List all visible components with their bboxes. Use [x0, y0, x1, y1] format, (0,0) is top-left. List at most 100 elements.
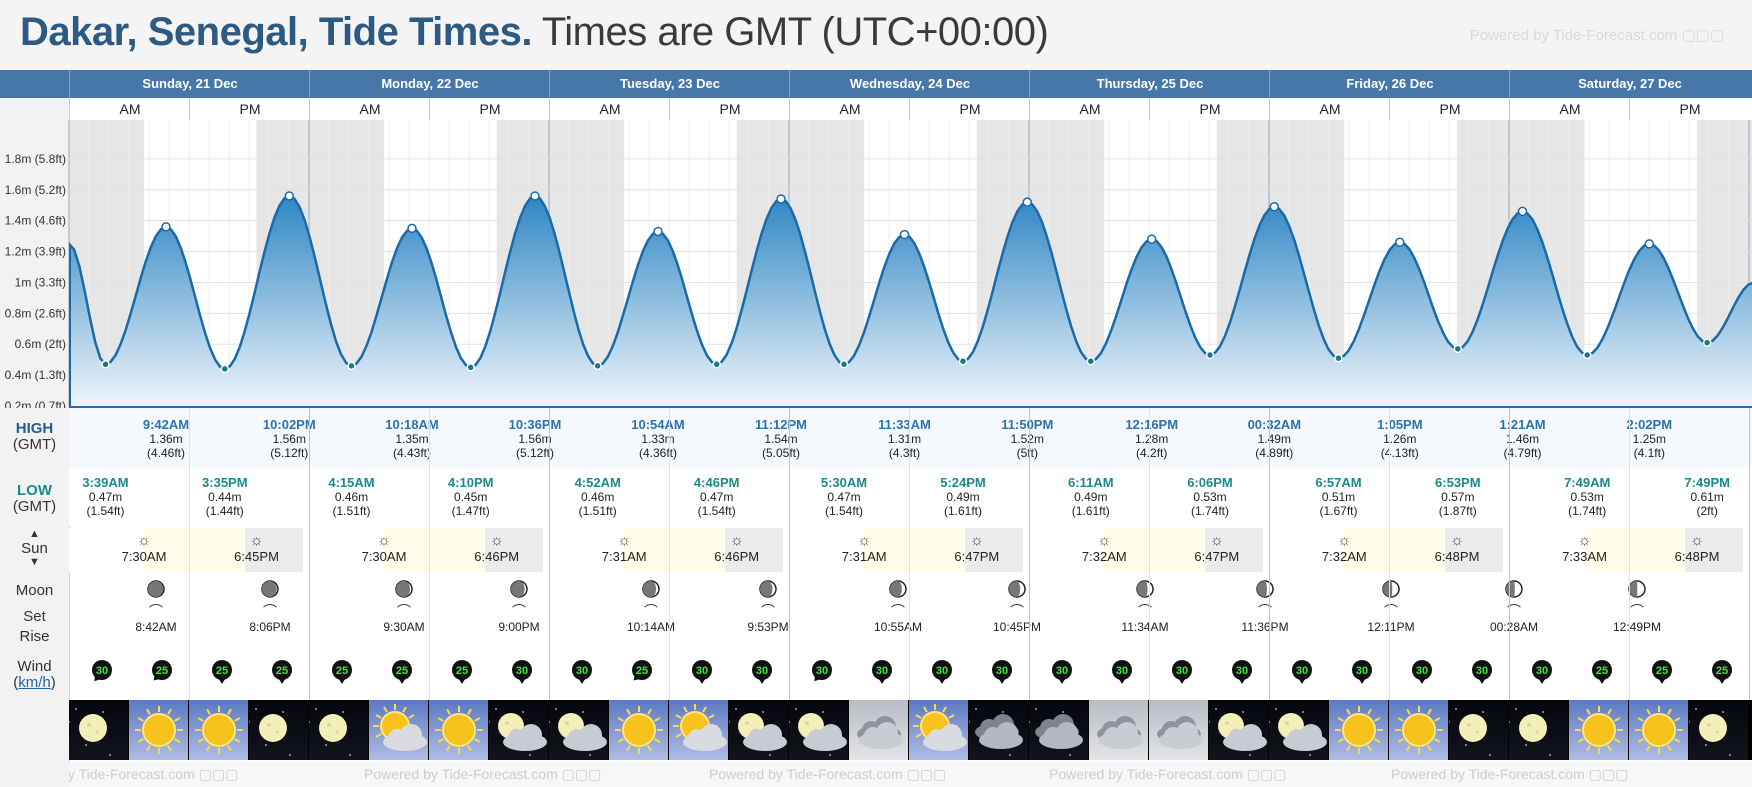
high-tide-point[interactable] — [1022, 197, 1033, 207]
high-tide-point[interactable] — [161, 222, 171, 232]
moon-phase-icon — [1256, 580, 1274, 598]
low-tide-point[interactable] — [1453, 344, 1463, 354]
low-tide-entry[interactable]: 6:06PM 0.53m (1.74ft) — [1175, 476, 1245, 519]
tide-time: 11:33AM — [878, 417, 931, 432]
high-tide-point[interactable] — [1395, 237, 1405, 248]
high-tide-entry[interactable]: 9:42AM 1.36m (4.46ft) — [131, 418, 201, 461]
tide-chart: 0.2m (0.7ft) 0.4m (1.3ft) 0.6m (2ft) 0.8m (… — [5, 120, 1752, 408]
low-tide-entry[interactable]: 6:57AM 0.51m (1.67ft) — [1304, 476, 1374, 519]
low-tide-entry[interactable]: 4:15AM 0.46m (1.51ft) — [317, 476, 387, 519]
low-tide-entry[interactable]: 6:11AM 0.49m (1.61ft) — [1056, 476, 1126, 519]
sun-time: 7:30AM — [121, 549, 167, 564]
moon-clear-icon — [68, 708, 111, 756]
high-tide-entry[interactable]: 10:18AM 1.35m (4.43ft) — [377, 418, 447, 461]
low-tide-entry[interactable]: 4:10PM 0.45m (1.47ft) — [436, 476, 506, 519]
high-tide-entry[interactable]: 11:50PM 1.52m (5ft) — [992, 418, 1062, 461]
high-tide-point[interactable] — [284, 191, 295, 201]
low-tide-point[interactable] — [1086, 356, 1096, 366]
svg-text:25: 25 — [1596, 665, 1608, 677]
weather-cell — [129, 700, 188, 760]
tide-height-ft: (4.3ft) — [888, 446, 921, 460]
powered-by-watermark[interactable]: Powered by Tide-Forecast.com ▢▢▢ — [1469, 27, 1724, 44]
sun-icon — [195, 706, 243, 754]
low-tide-point[interactable] — [1702, 338, 1712, 347]
low-tide-point[interactable] — [839, 360, 849, 369]
sun-time: 7:30AM — [361, 549, 407, 564]
tide-height-ft: (1.51ft) — [578, 504, 617, 518]
high-tide-entry[interactable]: 10:54AM 1.33m (4.36ft) — [623, 418, 693, 461]
high-tide-entry[interactable]: 1:21AM 1.46m (4.79ft) — [1488, 418, 1558, 461]
high-tide-point[interactable] — [1269, 202, 1280, 212]
wind-entry: 30 — [87, 658, 117, 698]
svg-text:25: 25 — [156, 665, 168, 677]
low-tide-point[interactable] — [593, 361, 602, 371]
low-tide-entry[interactable]: 4:46PM 0.47m (1.54ft) — [682, 476, 752, 519]
tide-height-m: 0.51m — [1321, 490, 1356, 504]
moon-phase-icon — [261, 580, 279, 598]
low-tide-entry[interactable]: 5:24PM 0.49m (1.61ft) — [928, 476, 998, 519]
high-tide-point[interactable] — [530, 191, 540, 201]
pm-label: PM — [189, 98, 310, 120]
sunrise-entry: ☼ 7:33AM — [1555, 532, 1615, 564]
moon-cloud-icon — [728, 708, 787, 756]
wind-arrow-icon: 25 — [1592, 660, 1612, 684]
low-tide-entry[interactable]: 7:49PM 0.61m (2ft) — [1672, 476, 1742, 519]
sunrise-entry: ☼ 7:30AM — [354, 532, 414, 564]
high-tide-entry[interactable]: 12:16PM 1.28m (4.2ft) — [1117, 418, 1187, 461]
wind-unit-link[interactable]: km/h — [18, 674, 51, 691]
low-tide-point[interactable] — [1582, 350, 1592, 360]
high-tide-entry[interactable]: 11:12PM 1.54m (5.05ft) — [746, 418, 816, 461]
moon-cloud-icon — [548, 708, 607, 756]
tide-height-m: 1.28m — [1135, 432, 1169, 446]
wind-arrow-icon: 30 — [572, 660, 592, 684]
moon-time: 12:11PM — [1367, 620, 1415, 634]
low-tide-point[interactable] — [712, 360, 721, 369]
high-tide-entry[interactable]: 00:32AM 1.49m (4.89ft) — [1239, 418, 1309, 461]
low-tide-point[interactable] — [958, 356, 968, 366]
low-tide-point[interactable] — [347, 361, 356, 371]
low-tide-point[interactable] — [1205, 350, 1215, 360]
weather-cell — [308, 700, 368, 760]
low-tide-entry[interactable]: 5:30AM 0.47m (1.54ft) — [809, 476, 879, 519]
high-tide-entry[interactable]: 10:36PM 1.56m (5.12ft) — [500, 418, 570, 461]
high-tide-entry[interactable]: 10:02PM 1.56m (5.12ft) — [254, 418, 324, 461]
high-tide-point[interactable] — [899, 229, 910, 240]
wind-entry: 25 — [387, 658, 417, 698]
low-tide-entry[interactable]: 6:53PM 0.57m (1.87ft) — [1423, 476, 1493, 519]
wind-arrow-icon: 25 — [332, 660, 352, 684]
high-tide-point[interactable] — [653, 226, 663, 237]
low-tide-point[interactable] — [220, 364, 230, 374]
row-labels-column: HIGH (GMT) LOW (GMT) ▲ Sun ▼ Moon Set Ri… — [0, 70, 70, 787]
low-tide-point[interactable] — [466, 363, 475, 372]
high-tide-entry[interactable]: 1:05PM 1.26m (4.13ft) — [1365, 418, 1435, 461]
low-tide-point[interactable] — [1334, 353, 1343, 363]
moonset-icon: ⌒ — [891, 603, 905, 619]
sun-time: 7:31AM — [601, 549, 647, 564]
low-tide-entry[interactable]: 7:49AM 0.53m (1.74ft) — [1552, 476, 1622, 519]
tide-height-ft: (1.61ft) — [943, 504, 982, 518]
sun-time: 7:33AM — [1562, 549, 1607, 564]
wind-label: Wind — [17, 658, 52, 675]
footer-powered-by: Powered by Tide-Forecast.com ▢▢▢ — [1049, 766, 1287, 782]
high-tide-point[interactable] — [407, 223, 417, 234]
weather-cell — [669, 700, 728, 760]
day-header-bar: Sunday, 21 Dec Monday, 22 Dec Tuesday, 23 … — [0, 70, 1752, 98]
am-label: AM — [69, 98, 190, 120]
sunset-shade — [1685, 528, 1743, 572]
low-tide-entry[interactable]: 3:39AM 0.47m (1.54ft) — [71, 476, 141, 519]
tide-height-ft: (4.89ft) — [1255, 446, 1294, 460]
high-tide-entry[interactable]: 2:02PM 1.25m (4.1ft) — [1614, 418, 1684, 461]
high-tide-point[interactable] — [1517, 206, 1528, 217]
wind-entry: 25 — [327, 658, 357, 698]
high-tide-point[interactable] — [1644, 239, 1655, 249]
wind-arrow-icon: 30 — [92, 660, 112, 682]
low-tide-point[interactable] — [101, 360, 110, 369]
high-tide-point[interactable] — [776, 194, 786, 204]
low-tide-entry[interactable]: 3:35PM 0.44m (1.44ft) — [190, 476, 260, 519]
high-tide-entry[interactable]: 11:33AM 1.31m (4.3ft) — [870, 417, 940, 461]
tide-height-ft: (1.54ft) — [824, 504, 863, 518]
am-label: AM — [1509, 98, 1630, 120]
high-tide-point[interactable] — [1146, 234, 1157, 244]
low-tide-entry[interactable]: 4:52AM 0.46m (1.51ft) — [563, 476, 633, 519]
moonset-entry: ⌒ 10:14AM — [618, 580, 684, 634]
